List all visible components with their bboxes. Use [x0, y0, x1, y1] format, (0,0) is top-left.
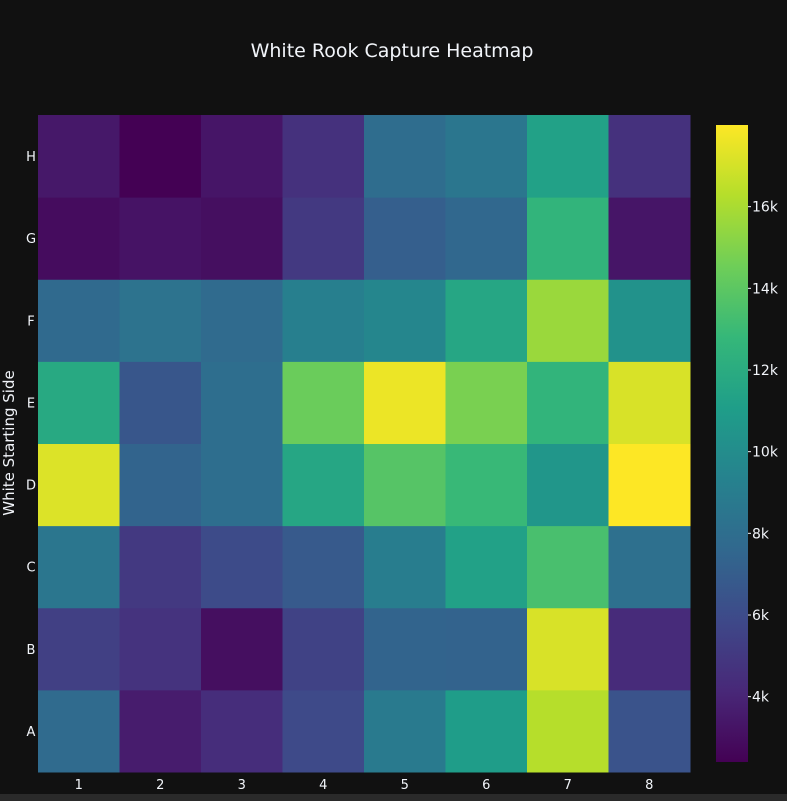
heatmap-cell-F1 — [38, 279, 120, 362]
bottom-strip — [0, 794, 787, 801]
heatmap-cell-B6 — [445, 607, 528, 691]
heatmap-cells — [38, 115, 691, 773]
heatmap-cell-D7 — [527, 443, 609, 527]
colorbar-tick-label: 4k — [752, 690, 770, 706]
heatmap-cell-H8 — [608, 115, 691, 198]
y-tick-label: E — [27, 396, 35, 411]
colorbar — [716, 125, 748, 762]
colorbar-tick-label: 10k — [752, 445, 779, 461]
y-tick-label: G — [26, 232, 36, 247]
colorbar-ticks: 4k 6k 8k 10k 12k 14k 16k — [748, 200, 779, 706]
x-tick-label: 8 — [645, 778, 653, 793]
heatmap-cell-H5 — [364, 115, 446, 198]
heatmap-cell-A1 — [38, 689, 120, 773]
y-tick-label: H — [26, 150, 36, 165]
heatmap-cell-B5 — [364, 607, 446, 691]
heatmap-cell-D5 — [364, 443, 446, 527]
heatmap-cell-H2 — [119, 115, 202, 198]
heatmap-cell-D2 — [119, 443, 202, 527]
heatmap-cell-D6 — [445, 443, 528, 527]
heatmap-cell-G6 — [445, 197, 528, 280]
heatmap-cell-H1 — [38, 115, 120, 198]
heatmap-cell-F7 — [527, 279, 609, 362]
heatmap-cell-D8 — [608, 443, 691, 527]
x-tick-label: 3 — [238, 778, 246, 793]
heatmap-cell-E1 — [38, 361, 120, 444]
y-axis-label: White Starting Side — [0, 370, 18, 515]
heatmap-cell-G1 — [38, 197, 120, 280]
x-tick-label: 5 — [401, 778, 409, 793]
chart-title: White Rook Capture Heatmap — [251, 40, 534, 62]
heatmap-cell-C2 — [119, 525, 202, 609]
heatmap-cell-A2 — [119, 689, 202, 773]
heatmap-cell-C5 — [364, 525, 446, 609]
heatmap-cell-F5 — [364, 279, 446, 362]
heatmap-cell-G5 — [364, 197, 446, 280]
heatmap-cell-E8 — [608, 361, 691, 444]
heatmap-cell-A5 — [364, 689, 446, 773]
x-tick-label: 7 — [564, 778, 572, 793]
heatmap-cell-C3 — [201, 525, 283, 609]
heatmap-cell-C8 — [608, 525, 691, 609]
colorbar-tick-label: 14k — [752, 281, 779, 297]
heatmap-cell-D3 — [201, 443, 283, 527]
heatmap-cell-G2 — [119, 197, 202, 280]
heatmap-cell-B2 — [119, 607, 202, 691]
y-tick-label: C — [26, 561, 35, 576]
heatmap-cell-D4 — [282, 443, 365, 527]
colorbar-tick-label: 6k — [752, 608, 770, 624]
heatmap-cell-F4 — [282, 279, 365, 362]
heatmap-cell-H7 — [527, 115, 609, 198]
heatmap-cell-A4 — [282, 689, 365, 773]
x-axis-ticks: 1 2 3 4 5 6 7 8 — [75, 778, 654, 793]
x-tick-label: 1 — [75, 778, 83, 793]
heatmap-cell-G7 — [527, 197, 609, 280]
heatmap-cell-C6 — [445, 525, 528, 609]
heatmap-cell-A6 — [445, 689, 528, 773]
heatmap-cell-B4 — [282, 607, 365, 691]
heatmap-cell-F8 — [608, 279, 691, 362]
heatmap-cell-D1 — [38, 443, 120, 527]
colorbar-tick-label: 12k — [752, 363, 779, 379]
heatmap-cell-A8 — [608, 689, 691, 773]
x-tick-label: 2 — [156, 778, 164, 793]
heatmap-cell-C4 — [282, 525, 365, 609]
y-tick-label: B — [27, 643, 36, 658]
heatmap-cell-F2 — [119, 279, 202, 362]
heatmap-cell-G4 — [282, 197, 365, 280]
heatmap-cell-C1 — [38, 525, 120, 609]
y-tick-label: A — [27, 725, 36, 740]
x-tick-label: 4 — [319, 778, 327, 793]
heatmap-cell-E3 — [201, 361, 283, 444]
heatmap-cell-B7 — [527, 607, 609, 691]
heatmap-cell-E6 — [445, 361, 528, 444]
heatmap-cell-A7 — [527, 689, 609, 773]
y-tick-label: F — [27, 314, 34, 329]
heatmap-cell-C7 — [527, 525, 609, 609]
heatmap-cell-E4 — [282, 361, 365, 444]
heatmap-cell-G8 — [608, 197, 691, 280]
heatmap-cell-E2 — [119, 361, 202, 444]
heatmap-cell-E7 — [527, 361, 609, 444]
y-tick-label: D — [26, 479, 36, 494]
heatmap-cell-B1 — [38, 607, 120, 691]
heatmap-cell-A3 — [201, 689, 283, 773]
heatmap-cell-G3 — [201, 197, 283, 280]
heatmap-cell-F6 — [445, 279, 528, 362]
heatmap-cell-E5 — [364, 361, 446, 444]
heatmap-cell-F3 — [201, 279, 283, 362]
colorbar-tick-label: 16k — [752, 200, 779, 216]
x-tick-label: 6 — [482, 778, 490, 793]
heatmap-cell-H6 — [445, 115, 528, 198]
y-axis-ticks: A B C D E F G H — [26, 150, 36, 740]
heatmap-cell-B8 — [608, 607, 691, 691]
heatmap-cell-B3 — [201, 607, 283, 691]
heatmap-cell-H3 — [201, 115, 283, 198]
heatmap-cell-H4 — [282, 115, 365, 198]
colorbar-tick-label: 8k — [752, 526, 770, 542]
